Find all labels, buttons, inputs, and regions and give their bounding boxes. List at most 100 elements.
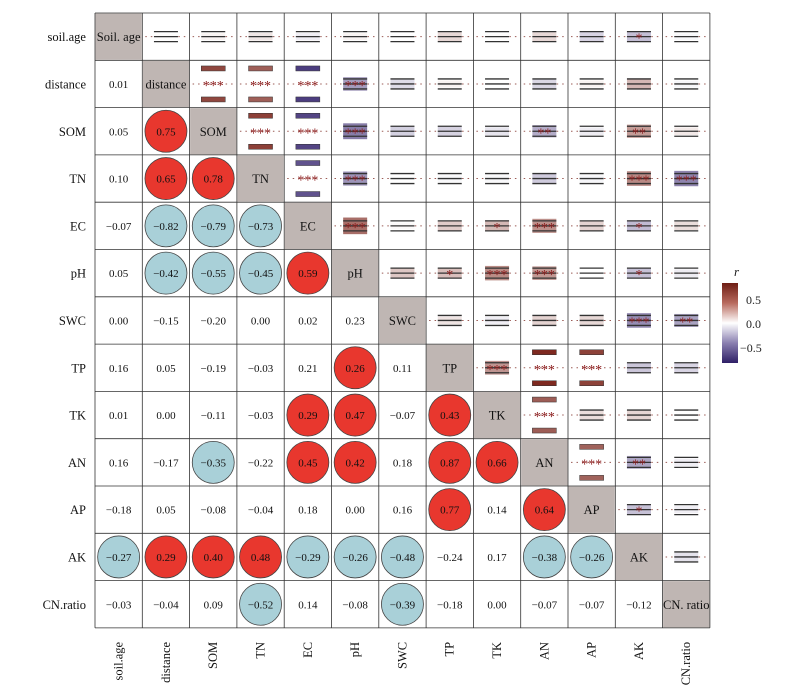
correlation-value: 0.18 [298,505,318,517]
correlation-value: 0.65 [156,174,176,186]
glyph-bar [532,396,557,403]
correlation-glyph: *** [571,444,613,481]
correlation-value: −0.20 [201,315,227,327]
column-label: TN [254,642,268,659]
correlation-value: −0.18 [106,505,132,517]
significance-stars: *** [487,363,508,378]
correlation-circle [97,535,141,579]
correlation-circle [191,157,235,200]
correlation-glyph: *** [523,266,565,283]
correlation-value: 0.00 [346,505,366,517]
significance-stars: *** [345,174,366,189]
correlation-value: −0.22 [248,457,273,469]
correlation-glyph [571,78,613,90]
correlation-glyph [381,267,424,279]
correlation-glyph: * [618,30,660,47]
correlation-value: −0.18 [437,599,463,611]
diagonal-label: AP [584,503,600,517]
correlation-glyph: *** [523,349,565,386]
correlation-value: −0.08 [342,599,368,611]
correlation-value: −0.26 [342,552,368,564]
correlation-value: 0.64 [535,505,555,517]
diagonal-label: EC [300,219,316,233]
correlation-value: −0.42 [153,268,178,280]
column-label: AN [537,642,551,660]
correlation-value: −0.45 [248,268,274,280]
significance-stars: *** [534,410,555,425]
correlation-value: 0.66 [487,457,507,469]
correlation-glyph [665,30,707,43]
row-label: AP [70,503,86,517]
glyph-bar [248,144,273,150]
correlation-glyph [665,551,707,563]
diagonal-label: TN [252,172,269,186]
correlation-glyph: * [618,503,660,520]
correlation-value: −0.15 [153,315,179,327]
correlation-glyph: ** [618,455,660,472]
correlation-circle [286,251,330,295]
correlation-glyph [571,314,613,327]
correlation-value: 0.43 [440,410,460,422]
significance-stars: *** [534,363,555,378]
row-label: distance [45,77,86,91]
correlation-circle [144,535,188,579]
correlation-glyph: * [429,267,471,283]
correlation-value: 0.45 [298,457,318,469]
correlation-value: −0.73 [248,221,274,233]
significance-stars: *** [345,126,366,141]
correlation-glyph [476,314,518,327]
correlation-value: −0.03 [248,410,274,422]
glyph-bar [532,380,557,386]
correlation-glyph [571,30,613,43]
correlation-glyph [618,409,660,421]
correlation-glyph: *** [239,113,282,150]
correlation-glyph [665,220,707,232]
column-label: SWC [395,642,409,669]
correlation-value: 0.77 [440,505,460,517]
row-label: pH [71,267,86,281]
correlation-value: −0.07 [106,221,132,233]
correlation-glyph [665,267,707,279]
correlation-glyph [429,78,471,90]
significance-stars: * [635,32,642,47]
correlation-glyph [476,125,518,137]
correlation-value: 0.23 [346,315,366,327]
correlation-value: −0.03 [106,599,132,611]
correlation-value: 0.87 [440,457,460,469]
significance-stars: *** [345,221,366,236]
correlation-circle [428,393,472,437]
correlation-value: −0.79 [201,221,227,233]
correlation-glyph [665,125,707,137]
correlation-value: 0.17 [487,552,507,564]
correlation-value: 0.78 [204,174,224,186]
glyph-bar [295,65,321,72]
correlation-glyph [476,30,518,43]
correlation-glyph [145,30,187,43]
correlation-value: 0.16 [393,505,413,517]
significance-stars: *** [534,221,555,236]
correlation-value: 0.26 [346,363,366,375]
legend-tick-label: 0.5 [746,293,761,307]
correlation-value: 0.05 [109,126,129,138]
correlation-glyph [192,30,234,43]
significance-stars: *** [581,363,602,378]
glyph-bar [295,160,321,166]
correlation-glyph [381,78,424,90]
correlation-circle [381,535,424,579]
correlation-circle [381,582,424,626]
correlation-glyph: * [618,220,660,236]
glyph-bar [295,144,321,150]
glyph-bar [532,349,557,355]
correlation-value: 0.05 [156,505,176,517]
correlation-glyph [429,172,471,185]
correlation-value: 0.01 [109,79,128,91]
correlation-glyph: ** [665,313,707,330]
correlation-glyph [665,78,707,90]
correlation-circle [522,535,566,579]
correlation-value: 0.05 [109,268,129,280]
correlation-circle [333,440,377,484]
diagonal-label: AN [535,456,553,470]
correlation-glyph: *** [287,65,329,103]
significance-stars: *** [203,79,224,94]
diagonal-cell [615,533,663,581]
